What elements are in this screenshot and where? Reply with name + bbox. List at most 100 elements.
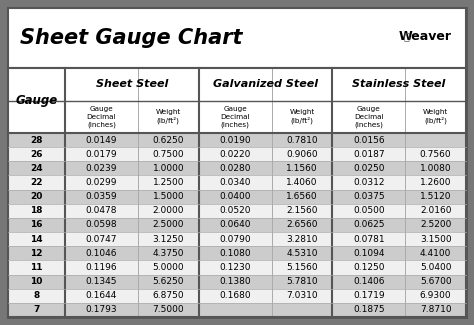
Text: 2.0000: 2.0000	[153, 206, 184, 215]
Text: 18: 18	[30, 206, 43, 215]
Bar	[8, 68, 466, 101]
Text: 3.1500: 3.1500	[420, 235, 452, 244]
Text: 0.0156: 0.0156	[353, 136, 384, 145]
Text: 5.1560: 5.1560	[286, 263, 318, 272]
Text: 1.0080: 1.0080	[420, 164, 452, 173]
Text: Gauge
Decimal
(inches): Gauge Decimal (inches)	[354, 106, 383, 127]
Text: 0.0520: 0.0520	[219, 206, 251, 215]
Text: 7.0310: 7.0310	[286, 291, 318, 300]
Text: 0.0359: 0.0359	[86, 192, 117, 201]
Text: 7.8710: 7.8710	[420, 306, 452, 314]
Bar	[8, 101, 466, 133]
Text: 3.1250: 3.1250	[153, 235, 184, 244]
Text: 2.1560: 2.1560	[286, 206, 318, 215]
Text: 0.0400: 0.0400	[219, 192, 251, 201]
Text: Weaver: Weaver	[399, 30, 452, 43]
Bar	[8, 303, 466, 317]
Text: 0.0312: 0.0312	[353, 178, 384, 187]
Text: 0.1345: 0.1345	[86, 277, 117, 286]
Text: 0.1230: 0.1230	[219, 263, 251, 272]
Text: 0.0187: 0.0187	[353, 150, 384, 159]
Bar	[8, 161, 466, 176]
Text: Sheet Gauge Chart: Sheet Gauge Chart	[20, 28, 243, 48]
Text: 0.0280: 0.0280	[219, 164, 251, 173]
Bar	[8, 275, 466, 289]
Text: 4.3750: 4.3750	[153, 249, 184, 258]
Text: 0.0250: 0.0250	[353, 164, 384, 173]
Text: 0.1196: 0.1196	[86, 263, 117, 272]
Text: Stainless Steel: Stainless Steel	[353, 79, 446, 89]
Text: 0.1719: 0.1719	[353, 291, 384, 300]
Text: 0.9060: 0.9060	[286, 150, 318, 159]
Text: 4.4100: 4.4100	[420, 249, 451, 258]
Text: 0.0220: 0.0220	[219, 150, 251, 159]
Text: 11: 11	[30, 263, 43, 272]
Text: 5.0000: 5.0000	[153, 263, 184, 272]
Text: 3.2810: 3.2810	[286, 235, 318, 244]
Text: 0.0239: 0.0239	[86, 164, 117, 173]
Text: 1.0000: 1.0000	[153, 164, 184, 173]
Text: 5.0400: 5.0400	[420, 263, 451, 272]
Text: 5.6250: 5.6250	[153, 277, 184, 286]
Text: 0.0640: 0.0640	[219, 220, 251, 229]
Text: 28: 28	[30, 136, 43, 145]
Bar	[8, 204, 466, 218]
Bar	[8, 246, 466, 260]
Text: 0.6250: 0.6250	[153, 136, 184, 145]
Text: 0.1250: 0.1250	[353, 263, 384, 272]
Text: 0.0149: 0.0149	[86, 136, 117, 145]
Text: 2.0160: 2.0160	[420, 206, 451, 215]
Bar	[8, 189, 466, 204]
Text: 0.0478: 0.0478	[86, 206, 117, 215]
Bar	[8, 260, 466, 275]
Text: 26: 26	[30, 150, 43, 159]
Text: 2.5000: 2.5000	[153, 220, 184, 229]
Text: 🚚: 🚚	[404, 31, 410, 41]
Text: 0.0598: 0.0598	[86, 220, 117, 229]
Text: 14: 14	[30, 235, 43, 244]
Text: 2.6560: 2.6560	[286, 220, 318, 229]
Bar	[8, 176, 466, 189]
Text: 0.7560: 0.7560	[420, 150, 452, 159]
Text: 0.7810: 0.7810	[286, 136, 318, 145]
Text: 0.1680: 0.1680	[219, 291, 251, 300]
Text: 0.7500: 0.7500	[153, 150, 184, 159]
Text: 7: 7	[33, 306, 40, 314]
Text: 0.0299: 0.0299	[86, 178, 117, 187]
Text: 0.0500: 0.0500	[353, 206, 384, 215]
Text: 0.0375: 0.0375	[353, 192, 384, 201]
Bar	[8, 133, 466, 147]
Text: 22: 22	[30, 178, 43, 187]
Text: Galvanized Steel: Galvanized Steel	[213, 79, 318, 89]
Text: 6.8750: 6.8750	[153, 291, 184, 300]
Text: Sheet Steel: Sheet Steel	[96, 79, 168, 89]
Text: Weight
(lb/ft²): Weight (lb/ft²)	[289, 109, 315, 124]
Text: 0.1080: 0.1080	[219, 249, 251, 258]
Text: Gauge
Decimal
(inches): Gauge Decimal (inches)	[87, 106, 116, 127]
Text: 1.5000: 1.5000	[153, 192, 184, 201]
Text: 20: 20	[30, 192, 43, 201]
Bar	[8, 232, 466, 246]
Text: 0.0747: 0.0747	[86, 235, 117, 244]
Text: 0.0190: 0.0190	[219, 136, 251, 145]
Text: 4.5310: 4.5310	[286, 249, 318, 258]
Text: Gauge: Gauge	[15, 94, 58, 107]
Text: 10: 10	[30, 277, 43, 286]
Text: 12: 12	[30, 249, 43, 258]
Text: 0.1875: 0.1875	[353, 306, 384, 314]
Text: 0.0625: 0.0625	[353, 220, 384, 229]
Text: 1.5120: 1.5120	[420, 192, 451, 201]
Text: 0.0179: 0.0179	[86, 150, 117, 159]
Text: 0.1644: 0.1644	[86, 291, 117, 300]
Text: 24: 24	[30, 164, 43, 173]
Text: 5.6700: 5.6700	[420, 277, 452, 286]
Text: 0.0781: 0.0781	[353, 235, 384, 244]
Text: 0.1094: 0.1094	[353, 249, 384, 258]
Bar	[8, 218, 466, 232]
Bar	[8, 289, 466, 303]
Text: 1.4060: 1.4060	[286, 178, 318, 187]
Text: 0.0790: 0.0790	[219, 235, 251, 244]
Text: 0.1046: 0.1046	[86, 249, 117, 258]
Text: 7.5000: 7.5000	[153, 306, 184, 314]
Text: 0.0340: 0.0340	[219, 178, 251, 187]
